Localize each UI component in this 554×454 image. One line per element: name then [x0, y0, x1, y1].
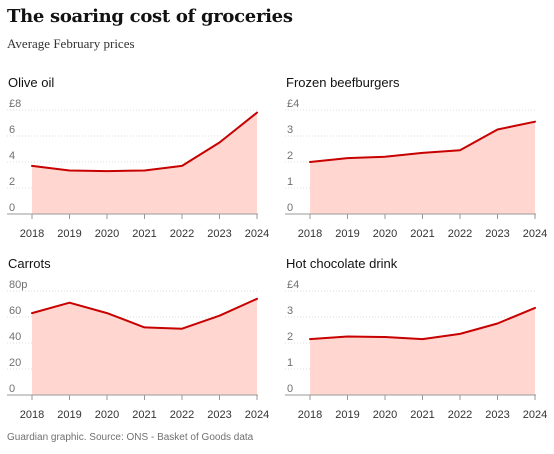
- panel-olive-oil: Olive oil 0 2 4 6 £8 2018 2019 2020 2021 2022 2023…: [7, 75, 277, 260]
- x-tick-label: 2024: [245, 228, 269, 240]
- y-tick-label: 6: [9, 124, 15, 136]
- x-tick-label: 2021: [132, 409, 156, 421]
- x-tick-label: 2020: [373, 228, 397, 240]
- hot-chocolate-drink-chart: 0 1 2 3 £4 2018 2019 2020 2021 2022 2023 2024: [285, 279, 547, 421]
- panel-title: Frozen beefburgers: [286, 75, 400, 90]
- y-tick-label: 2: [287, 150, 293, 162]
- x-tick-label: 2019: [335, 228, 359, 240]
- series-area: [32, 112, 257, 214]
- x-tick-label: 2020: [95, 228, 119, 240]
- y-tick-label: 3: [287, 124, 293, 136]
- y-tick-label: 4: [9, 150, 15, 162]
- y-tick-label: 0: [287, 202, 293, 214]
- source-note: Guardian graphic. Source: ONS - Basket o…: [7, 432, 254, 443]
- x-tick-label: 2023: [485, 409, 509, 421]
- x-tick-label: 2022: [448, 409, 472, 421]
- x-tick-label: 2021: [132, 228, 156, 240]
- series-line: [31, 111, 258, 173]
- y-tick-label: 3: [287, 305, 293, 317]
- x-tick-label: 2024: [523, 409, 547, 421]
- panel-frozen-beefburgers: Frozen beefburgers 0 1 2 3 £4 2018 2019 2020 202…: [285, 75, 554, 260]
- y-tick-label: £4: [287, 279, 299, 291]
- x-tick-label: 2018: [20, 228, 44, 240]
- x-tick-label: 2023: [207, 409, 231, 421]
- y-tick-label: 0: [9, 202, 15, 214]
- y-tick-label: £4: [287, 98, 299, 110]
- series-line: [309, 306, 536, 341]
- x-tick-label: 2019: [57, 409, 81, 421]
- frozen-beefburgers-chart: 0 1 2 3 £4 2018 2019 2020 2021 2022 2023 2024: [285, 98, 547, 240]
- x-tick-label: 2024: [523, 228, 547, 240]
- x-tick-label: 2018: [298, 409, 322, 421]
- x-tick-label: 2021: [410, 409, 434, 421]
- y-tick-label: 40: [9, 331, 21, 343]
- y-tick-label: 20: [9, 357, 21, 369]
- x-tick-label: 2019: [335, 409, 359, 421]
- x-tick-label: 2020: [95, 409, 119, 421]
- x-tick-label: 2020: [373, 409, 397, 421]
- y-tick-label: 1: [287, 176, 293, 188]
- y-tick-label: 0: [287, 383, 293, 395]
- x-tick-label: 2021: [410, 228, 434, 240]
- chart-title: The soaring cost of groceries: [7, 6, 293, 27]
- x-tick-label: 2018: [298, 228, 322, 240]
- y-tick-label: 80p: [9, 279, 27, 291]
- x-tick-label: 2018: [20, 409, 44, 421]
- x-tick-label: 2023: [207, 228, 231, 240]
- x-tick-label: 2022: [170, 228, 194, 240]
- x-tick-label: 2023: [485, 228, 509, 240]
- panel-hot-chocolate-drink: Hot chocolate drink 0 1 2 3 £4 2018 2019 2020 20…: [285, 256, 554, 441]
- carrots-chart: 0 20 40 60 80p 2018 2019 2020 2021 2022 2023 2024: [7, 279, 269, 421]
- y-tick-label: 0: [9, 383, 15, 395]
- x-tick-label: 2024: [245, 409, 269, 421]
- y-tick-label: £8: [9, 98, 21, 110]
- series-line: [309, 120, 536, 163]
- olive-oil-chart: 0 2 4 6 £8 2018 2019 2020 2021 2022 2023 2024: [7, 98, 269, 240]
- y-tick-label: 2: [9, 176, 15, 188]
- x-tick-label: 2019: [57, 228, 81, 240]
- y-tick-label: 1: [287, 357, 293, 369]
- series-line: [31, 297, 258, 330]
- panel-carrots: Carrots 0 20 40 60 80p 2018 2019 2020 2021 2022 20…: [7, 256, 277, 441]
- chart-subtitle: Average February prices: [7, 36, 135, 51]
- panel-title: Hot chocolate drink: [286, 256, 398, 271]
- y-tick-label: 60: [9, 305, 21, 317]
- panel-title: Carrots: [8, 256, 51, 271]
- x-tick-label: 2022: [448, 228, 472, 240]
- y-tick-label: 2: [287, 331, 293, 343]
- x-tick-label: 2022: [170, 409, 194, 421]
- panel-title: Olive oil: [8, 75, 55, 90]
- series-area: [310, 121, 535, 214]
